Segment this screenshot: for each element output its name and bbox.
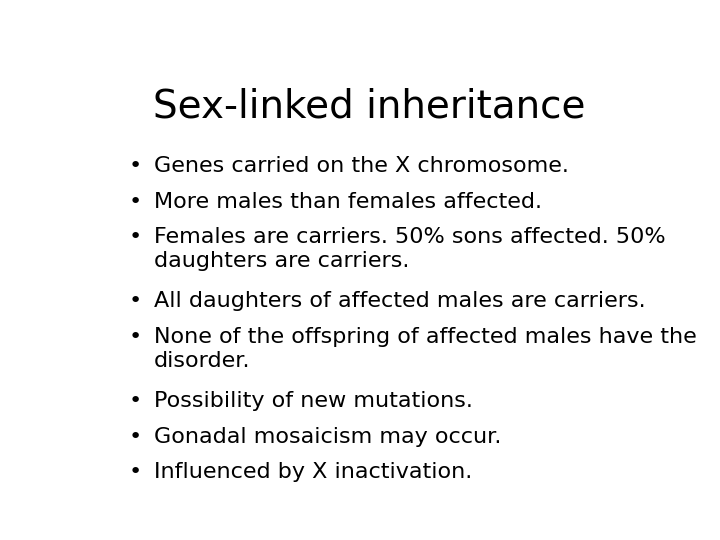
Text: Genes carried on the X chromosome.: Genes carried on the X chromosome. — [154, 156, 569, 176]
Text: Sex-linked inheritance: Sex-linked inheritance — [153, 87, 585, 126]
Text: •: • — [129, 427, 143, 447]
Text: •: • — [129, 227, 143, 247]
Text: All daughters of affected males are carriers.: All daughters of affected males are carr… — [154, 292, 646, 312]
Text: •: • — [129, 156, 143, 176]
Text: Possibility of new mutations.: Possibility of new mutations. — [154, 391, 473, 411]
Text: Females are carriers. 50% sons affected. 50%
daughters are carriers.: Females are carriers. 50% sons affected.… — [154, 227, 666, 271]
Text: •: • — [129, 391, 143, 411]
Text: •: • — [129, 192, 143, 212]
Text: Gonadal mosaicism may occur.: Gonadal mosaicism may occur. — [154, 427, 502, 447]
Text: •: • — [129, 292, 143, 312]
Text: •: • — [129, 327, 143, 347]
Text: •: • — [129, 462, 143, 482]
Text: Influenced by X inactivation.: Influenced by X inactivation. — [154, 462, 472, 482]
Text: None of the offspring of affected males have the
disorder.: None of the offspring of affected males … — [154, 327, 697, 371]
Text: More males than females affected.: More males than females affected. — [154, 192, 542, 212]
